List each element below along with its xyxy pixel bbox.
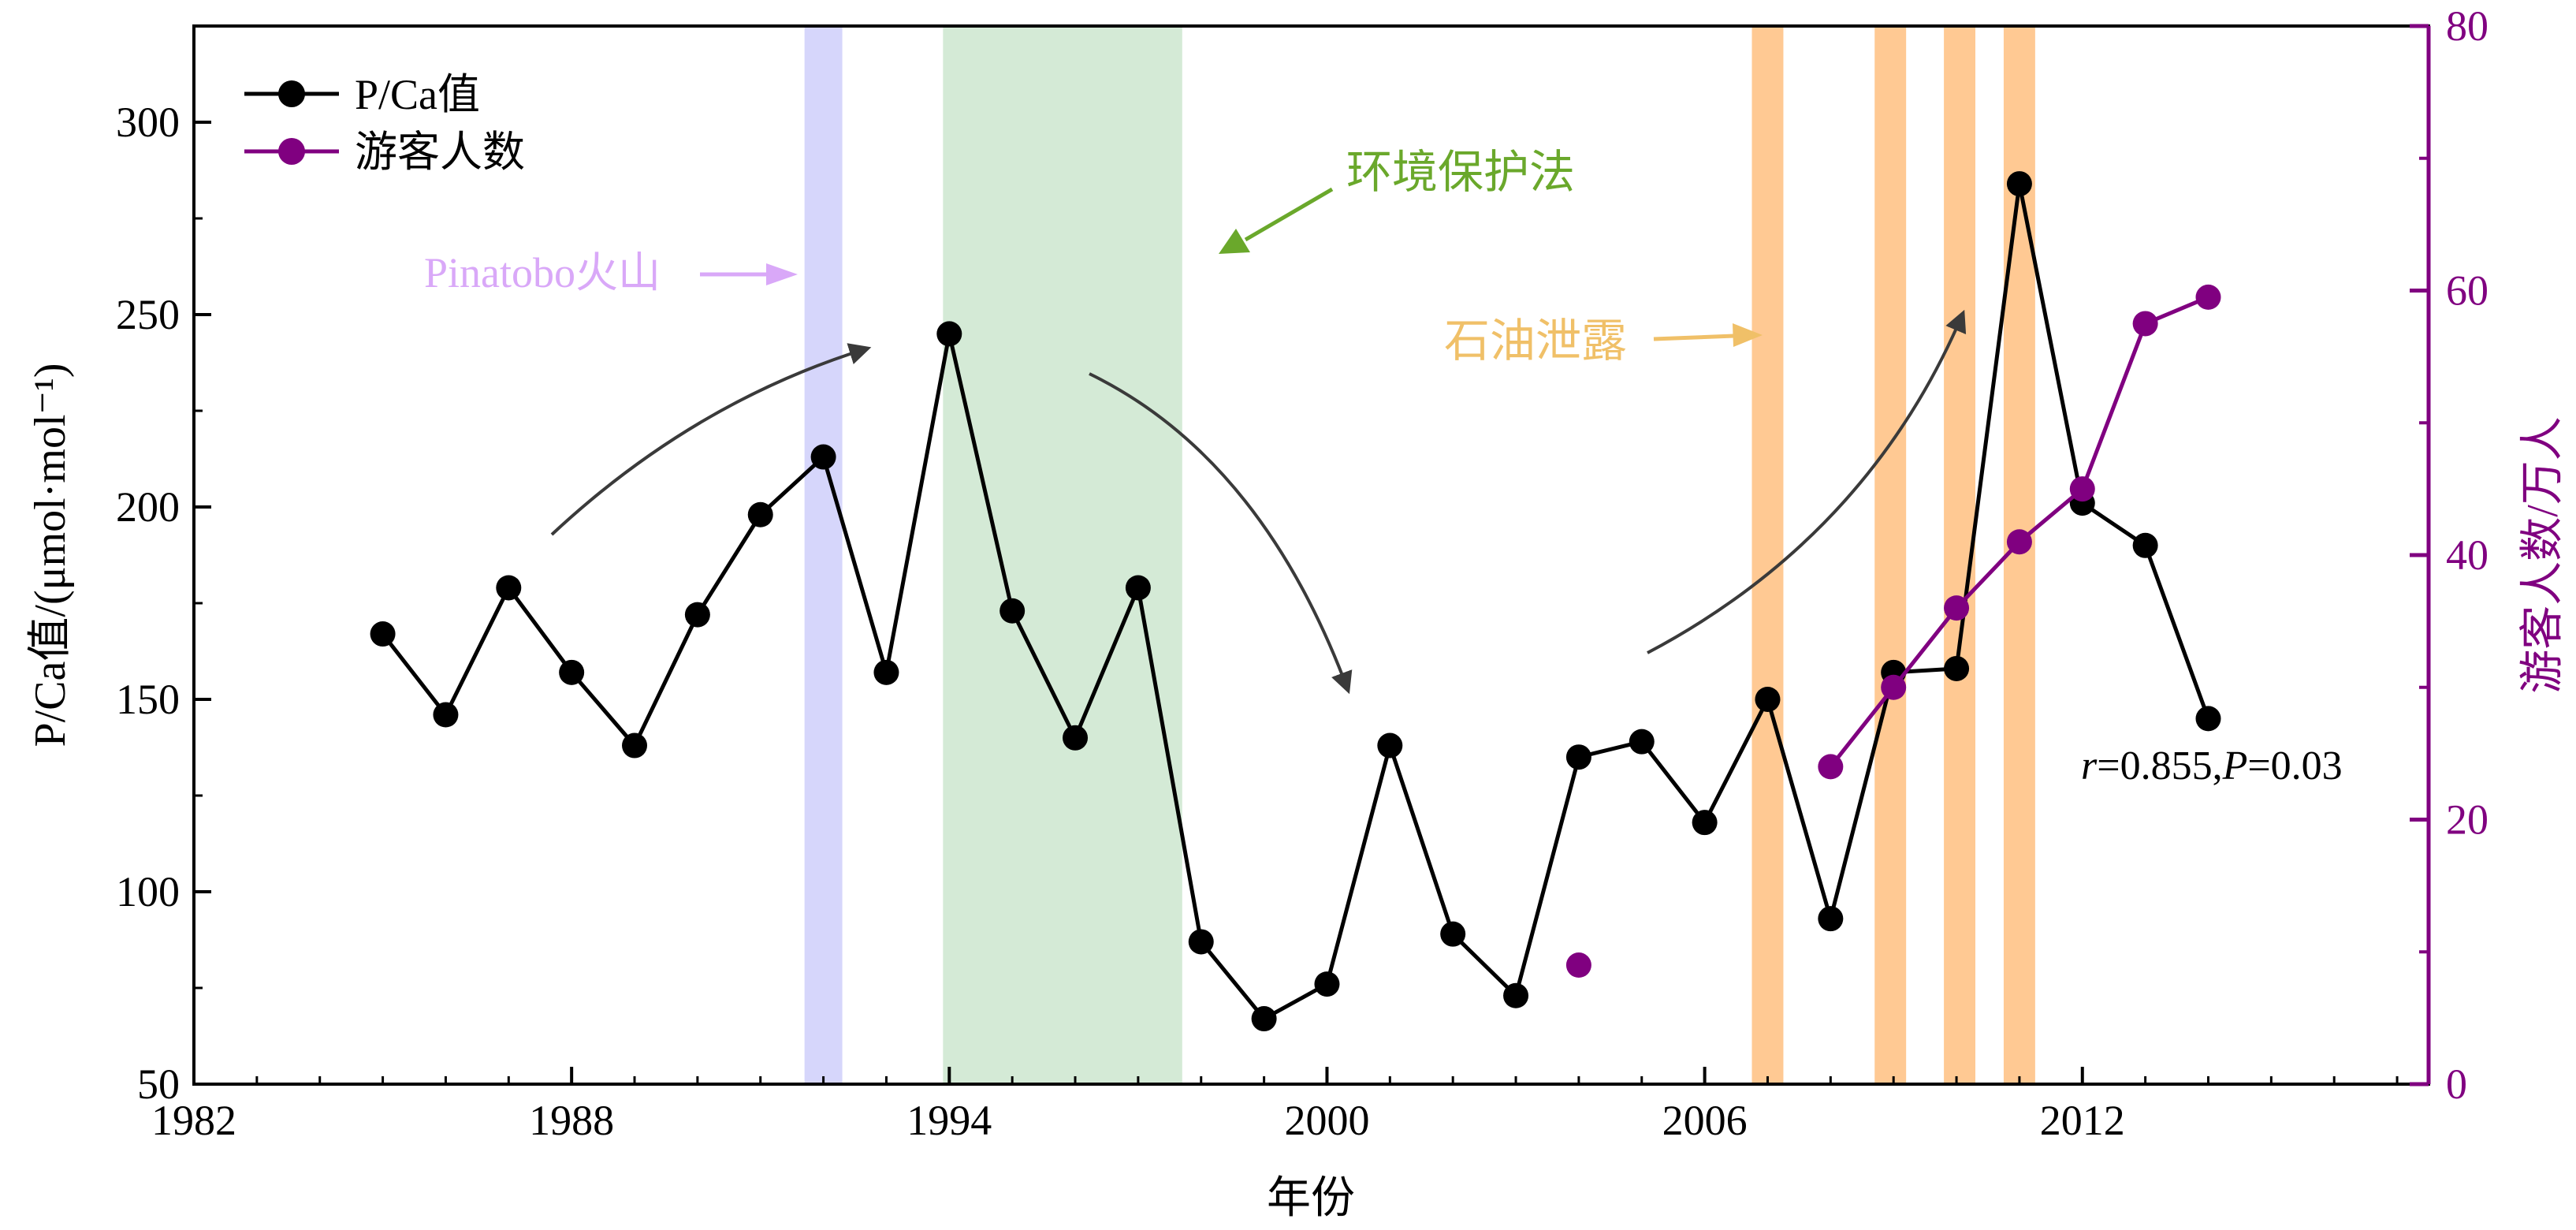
right-axis-title: 游客人数/万人	[2518, 416, 2567, 694]
series-1-point	[2195, 284, 2221, 310]
x-tick-label-3: 2000	[1284, 1097, 1369, 1144]
shaded-period-1	[943, 26, 1182, 1084]
series-0-point	[1944, 655, 1970, 681]
data-series	[370, 171, 2221, 1032]
x-tick-label-2: 1994	[906, 1097, 992, 1144]
series-0-point	[496, 575, 522, 601]
annotation-pinatubo: Pinatobo火山	[424, 249, 798, 296]
left-y-tick-label-0: 50	[137, 1060, 180, 1108]
left-y-tick-label-4: 250	[116, 291, 180, 338]
right-y-tick-label-0: 0	[2446, 1060, 2467, 1108]
annotation-oil-spill-arrow-shaft	[1653, 334, 1735, 341]
annotation-env-law: 环境保护法	[1219, 147, 1575, 254]
series-0-point	[2006, 171, 2032, 197]
series-0-point	[873, 659, 899, 685]
shaded-period-2	[1751, 26, 1784, 1084]
series-0-point	[1063, 725, 1089, 751]
stats-r-value: =0.855,	[2097, 744, 2222, 788]
x-axis: 1982 1988 1994 2000 2006 2012	[151, 1067, 2399, 1144]
right-y-tick-label-1: 20	[2446, 796, 2489, 844]
series-1-point	[1881, 674, 1907, 700]
left-y-tick-label-1: 100	[116, 868, 180, 915]
x-tick-label-4: 2006	[1662, 1097, 1748, 1144]
series-0-point	[1755, 687, 1781, 712]
shaded-periods	[804, 26, 2035, 1084]
stats-p-value: =0.03	[2247, 744, 2342, 788]
series-1-point	[2132, 311, 2158, 337]
right-y-tick-label-2: 40	[2446, 531, 2489, 579]
series-0-point	[1314, 971, 1340, 997]
legend: P/Ca值 游客人数	[244, 71, 525, 176]
series-0-point	[2132, 532, 2158, 558]
trend-arrow-1	[550, 343, 872, 536]
series-0-point	[370, 621, 396, 647]
x-axis-title: 年份	[1267, 1174, 1355, 1223]
series-0-point	[1377, 732, 1403, 758]
legend-label-pca: P/Ca值	[355, 71, 480, 118]
series-0-point	[1818, 906, 1844, 932]
series-0-point	[622, 732, 648, 758]
legend-marker-pca	[278, 80, 305, 107]
series-1-point	[2006, 529, 2032, 555]
legend-marker-visitors	[278, 138, 305, 165]
series-0-point	[1188, 929, 1214, 955]
series-0-line	[381, 181, 2210, 1021]
series-0-point	[1565, 744, 1591, 770]
shaded-period-0	[804, 26, 843, 1084]
annotation-stats: r=0.855,P=0.03	[2081, 744, 2343, 788]
series-0-point	[2195, 706, 2221, 732]
series-0-point	[1125, 575, 1151, 601]
series-1-point	[2069, 476, 2095, 502]
right-y-tick-label-3: 60	[2446, 267, 2489, 315]
series-0-point	[1000, 598, 1026, 624]
left-y-tick-label-2: 150	[116, 676, 180, 723]
left-y-tick-label-3: 200	[116, 483, 180, 531]
series-0-point	[1692, 810, 1718, 836]
trend-arrow-2	[1089, 372, 1353, 695]
series-0-point	[747, 501, 773, 527]
annotation-env-law-text: 环境保护法	[1346, 147, 1575, 198]
series-0-point	[1251, 1006, 1277, 1032]
left-y-tick-label-5: 300	[116, 99, 180, 146]
annotation-pinatubo-arrow-head	[766, 263, 798, 285]
series-0-point	[684, 602, 710, 628]
x-tick-label-5: 2012	[2040, 1097, 2125, 1144]
series-0-point	[1503, 982, 1529, 1008]
annotation-env-law-arrow-shaft	[1244, 187, 1334, 242]
series-0-point	[1629, 729, 1655, 755]
annotation-oil-spill-text: 石油泄露	[1444, 315, 1627, 367]
right-y-tick-label-4: 80	[2446, 2, 2489, 50]
series-0-point	[559, 659, 585, 685]
plot-frame	[192, 24, 2430, 1086]
shaded-period-3	[1874, 26, 1907, 1084]
annotation-env-law-arrow-head	[1219, 229, 1250, 254]
series-1-point	[1944, 595, 1970, 621]
x-tick-label-0: 1982	[151, 1097, 236, 1144]
annotation-oil-spill-arrow-head	[1733, 323, 1763, 347]
trend-arrows	[550, 309, 1967, 695]
stats-p-label: P	[2222, 744, 2248, 788]
stats-r-label: r	[2081, 744, 2098, 788]
legend-label-visitors: 游客人数	[355, 129, 525, 176]
series-1-point	[1565, 952, 1591, 978]
series-0-point	[810, 444, 836, 470]
trend-arrow-3	[1647, 309, 1967, 654]
annotation-oil-spill: 石油泄露	[1444, 315, 1763, 367]
series-0-point	[433, 702, 459, 728]
left-axis-title: P/Ca值/(μmol·mol⁻¹)	[26, 363, 75, 747]
annotation-pinatubo-text: Pinatobo火山	[424, 249, 661, 296]
right-y-axis: 0 20 40 60 80	[2410, 2, 2489, 1108]
series-0-point	[1440, 921, 1466, 947]
series-0-point	[936, 321, 962, 347]
left-y-axis: 50 100 150 200 250 300	[116, 99, 211, 1108]
series-1-point	[1818, 754, 1844, 780]
x-tick-label-1: 1988	[529, 1097, 614, 1144]
